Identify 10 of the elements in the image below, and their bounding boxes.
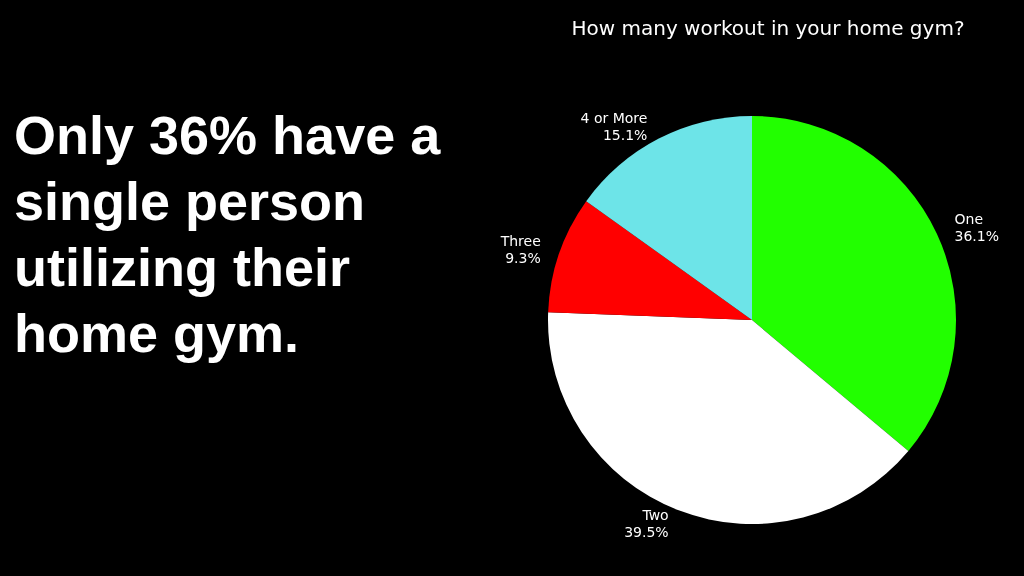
chart-title: How many workout in your home gym? (571, 16, 965, 40)
data-label: 39.5% (624, 523, 669, 540)
data-label: 9.3% (505, 249, 541, 266)
text: Only 36% have a single person utilizing their home gym. (14, 105, 441, 363)
data-label: 36.1% (954, 228, 1000, 245)
data-label: 15.1% (602, 126, 648, 143)
slice-label: 4 or More (580, 109, 648, 126)
slice-label: One (954, 211, 984, 228)
slice-label: Three (499, 232, 541, 249)
slice-label: Two (641, 506, 669, 523)
